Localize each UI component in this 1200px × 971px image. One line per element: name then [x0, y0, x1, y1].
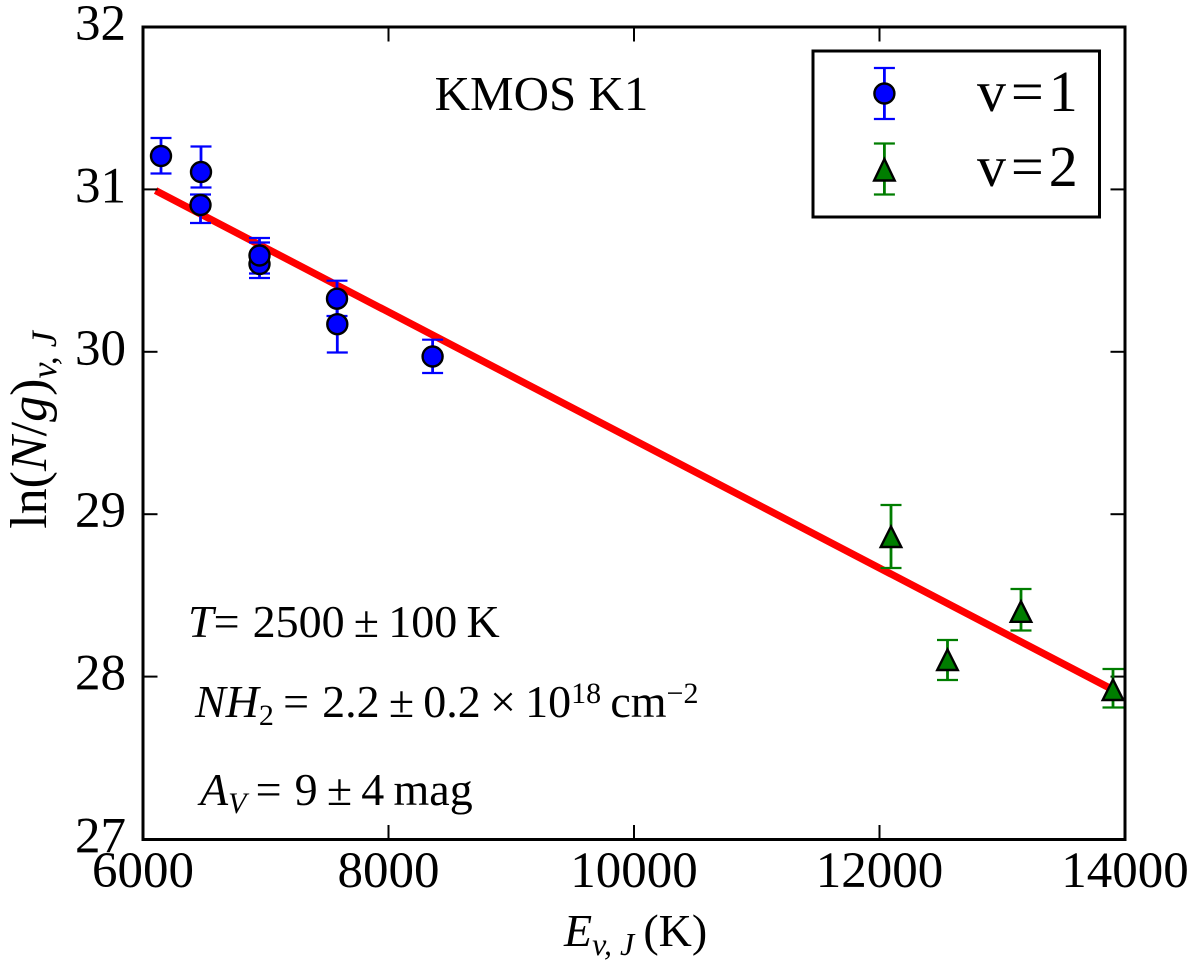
svg-text:6000: 6000: [92, 843, 194, 899]
svg-text:Ev, J (K): Ev, J (K): [563, 905, 707, 962]
svg-text:KMOS K1: KMOS K1: [435, 66, 649, 121]
svg-text:28: 28: [75, 646, 126, 702]
svg-text:T= 2500 ± 100 K: T= 2500 ± 100 K: [188, 596, 500, 647]
svg-text:ln(N/g)v, J: ln(N/g)v, J: [1, 329, 64, 529]
svg-text:12000: 12000: [816, 843, 944, 899]
svg-text:32: 32: [75, 0, 126, 52]
svg-text:14000: 14000: [1061, 843, 1189, 899]
svg-text:30: 30: [75, 321, 126, 377]
svg-text:v=1: v=1: [977, 59, 1083, 124]
svg-text:NH2 = 2.2 ± 0.2 × 1018 cm−2: NH2 = 2.2 ± 0.2 × 1018 cm−2: [194, 676, 698, 732]
svg-text:10000: 10000: [570, 843, 698, 899]
svg-text:v=2: v=2: [977, 134, 1083, 199]
svg-text:8000: 8000: [338, 843, 440, 899]
svg-text:31: 31: [75, 158, 126, 214]
svg-text:29: 29: [75, 483, 126, 539]
svg-text:27: 27: [75, 809, 126, 865]
svg-text:AV = 9 ± 4 mag: AV = 9 ± 4 mag: [197, 764, 473, 820]
